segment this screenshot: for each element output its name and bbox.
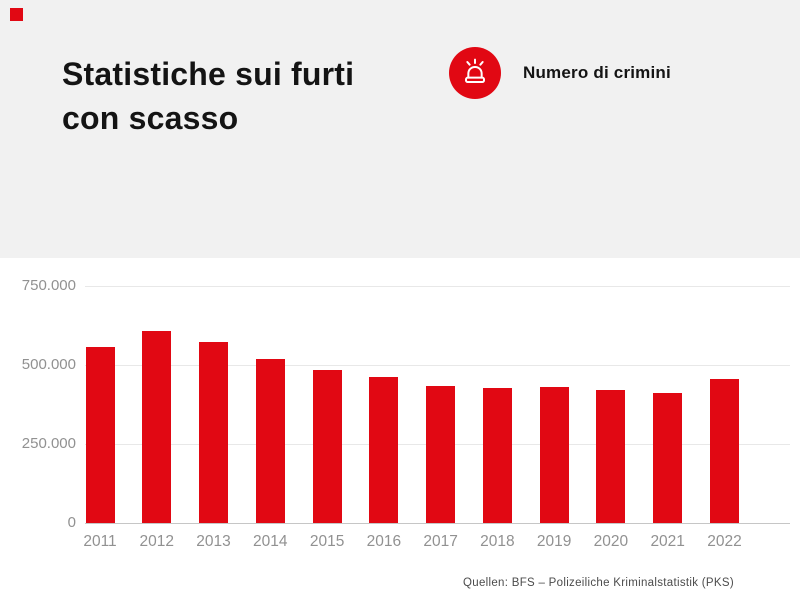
- bar-2013: [199, 341, 229, 523]
- x-tick-label: 2019: [536, 533, 572, 550]
- bar-2012: [142, 330, 172, 523]
- x-tick-label: 2022: [707, 533, 742, 550]
- gridline: [85, 365, 790, 366]
- bar-2017: [426, 385, 456, 523]
- page-title: Statistiche sui furti con scasso: [62, 52, 354, 140]
- source-note: Quellen: BFS – Polizeiliche Kriminalstat…: [463, 577, 734, 589]
- page-title-line-2: con scasso: [62, 100, 239, 136]
- gridline: [85, 286, 790, 287]
- y-tick-label: 0: [67, 514, 76, 531]
- page-title-line-1: Statistiche sui furti: [62, 56, 355, 92]
- x-tick-label: 2015: [309, 533, 345, 550]
- chart-legend: Numero di crimini: [449, 47, 671, 99]
- x-tick-label: 2020: [593, 533, 629, 550]
- bar-2019: [539, 387, 569, 523]
- x-axis-baseline: [85, 523, 790, 524]
- bar-2014: [255, 358, 285, 523]
- x-tick-label: 2018: [480, 533, 515, 550]
- plot-area: [85, 286, 790, 524]
- bar-chart: 0 250.000 500.000 750.000 2011 2012 2013 2014 20…: [0, 258, 800, 600]
- bar-2011: [85, 347, 115, 523]
- bar-2022: [709, 379, 739, 523]
- y-tick-label: 500.000: [21, 356, 76, 373]
- x-tick-label: 2021: [650, 533, 685, 550]
- x-tick-label: 2013: [196, 533, 231, 550]
- x-tick-label: 2016: [366, 533, 402, 550]
- x-tick-label: 2014: [253, 533, 288, 550]
- bar-2021: [653, 392, 683, 523]
- legend-label: Numero di crimini: [523, 63, 671, 82]
- bar-2015: [312, 369, 342, 523]
- brand-mark-square: [10, 8, 23, 21]
- header-band: Statistiche sui furti con scasso Numero …: [0, 0, 800, 258]
- bar-2020: [596, 389, 626, 523]
- siren-icon: [459, 57, 491, 89]
- x-tick-label: 2012: [139, 533, 174, 550]
- y-tick-label: 750.000: [21, 277, 76, 294]
- bar-2016: [369, 376, 399, 523]
- bar-2018: [482, 387, 512, 523]
- y-tick-label: 250.000: [21, 435, 76, 452]
- legend-icon-circle: [449, 47, 501, 99]
- x-tick-label: 2011: [83, 533, 117, 550]
- x-tick-label: 2017: [423, 533, 458, 550]
